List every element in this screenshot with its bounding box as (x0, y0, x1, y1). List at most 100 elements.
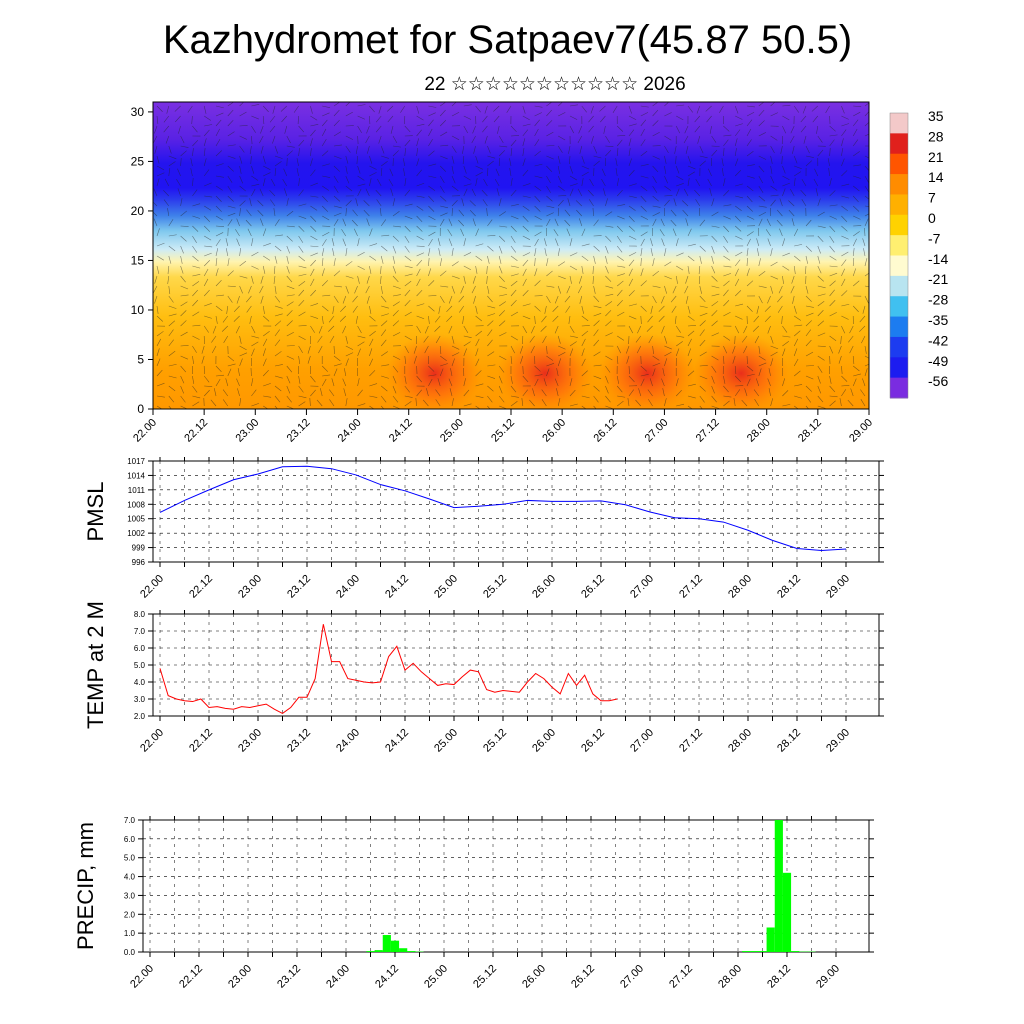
wind-barb (310, 303, 319, 307)
wind-barb (794, 370, 801, 377)
wind-barb (605, 198, 608, 207)
wind-barb (794, 330, 801, 337)
wind-barb (440, 155, 448, 160)
wind-barb (257, 210, 264, 217)
wind-barb (392, 332, 401, 337)
wind-barb (510, 355, 513, 364)
wind-barb (616, 235, 622, 243)
wind-barb (697, 135, 701, 144)
wind-barb (487, 167, 489, 177)
wind-barb (307, 355, 311, 364)
wind-barb (269, 125, 276, 133)
wind-barb (734, 335, 736, 345)
wind-barb (390, 188, 394, 197)
x-tick-label: 27.12 (677, 727, 705, 755)
wind-barb (741, 399, 748, 407)
wind-barb (670, 295, 677, 303)
wind-barb (664, 248, 667, 257)
wind-barb (298, 325, 307, 327)
wind-barb (154, 275, 158, 284)
wind-barb (805, 305, 814, 308)
wind-barb (758, 165, 765, 173)
wind-barb (794, 384, 803, 387)
wind-barb (310, 105, 313, 114)
wind-barb (723, 139, 729, 147)
wind-barb (180, 210, 187, 217)
wind-barb (463, 175, 471, 181)
wind-barb (649, 378, 653, 387)
wind-barb (180, 365, 187, 373)
wind-barb (163, 199, 170, 207)
wind-barb (440, 285, 449, 288)
wind-barb (272, 105, 276, 114)
wind-barb (569, 403, 578, 407)
wind-barb (687, 178, 690, 187)
wind-barb (711, 385, 715, 394)
wind-barb (674, 315, 677, 324)
wind-barb (227, 285, 236, 287)
wind-barb (273, 265, 276, 274)
wind-barb (556, 388, 559, 397)
wind-barb (558, 112, 566, 117)
wind-barb (758, 102, 765, 107)
wind-barb (652, 120, 659, 127)
wind-barb (310, 389, 316, 397)
wind-barb (239, 165, 242, 174)
wind-barb (652, 205, 661, 208)
wind-barb (498, 265, 503, 274)
wind-barb (805, 285, 809, 294)
wind-barb (746, 195, 753, 203)
wind-barb (286, 385, 291, 394)
wind-barb (640, 374, 649, 377)
wind-barb (534, 215, 542, 221)
wind-barb (805, 219, 812, 227)
wind-barb (711, 135, 717, 143)
wind-barb (593, 160, 600, 167)
wind-barb (366, 275, 370, 284)
wind-barb (652, 285, 661, 288)
wind-barb (203, 325, 209, 333)
wind-barb (259, 285, 264, 294)
wind-barb (263, 165, 271, 170)
wind-barb (522, 148, 525, 157)
wind-barb (175, 115, 181, 123)
wind-barb (469, 200, 476, 207)
wind-barb (682, 200, 689, 207)
wind-barb (648, 335, 653, 344)
wind-barb (532, 388, 535, 397)
wind-barb (664, 358, 668, 367)
wind-barb (203, 389, 210, 397)
wind-barb (800, 115, 807, 123)
wind-barb (227, 368, 232, 377)
wind-barb (864, 258, 868, 267)
wind-barb (640, 231, 648, 237)
wind-barb (522, 259, 529, 267)
wind-barb (723, 280, 730, 287)
wind-barb (381, 245, 388, 252)
wind-barb (628, 225, 636, 232)
wind-barb (841, 303, 850, 307)
wind-barb (451, 345, 460, 350)
wind-barb (506, 105, 512, 113)
colorbar-swatch (890, 235, 908, 256)
wind-barb (675, 389, 682, 397)
wind-barb (498, 235, 506, 242)
wind-barb (404, 235, 410, 243)
wind-barb (617, 273, 625, 277)
wind-barb (723, 312, 731, 317)
wind-barb (829, 235, 835, 243)
wind-barb (251, 125, 256, 133)
wind-barb (782, 341, 790, 347)
wind-barb (274, 375, 283, 379)
wind-barb (332, 248, 335, 257)
wind-barb (498, 385, 503, 394)
wind-barb (605, 235, 612, 242)
wind-barb (251, 378, 254, 387)
wind-barb (758, 362, 767, 367)
wind-barb (153, 135, 158, 144)
wind-barb (805, 375, 814, 380)
wind-barb (770, 185, 778, 191)
wind-barb (817, 198, 821, 207)
wind-barb (852, 139, 859, 147)
